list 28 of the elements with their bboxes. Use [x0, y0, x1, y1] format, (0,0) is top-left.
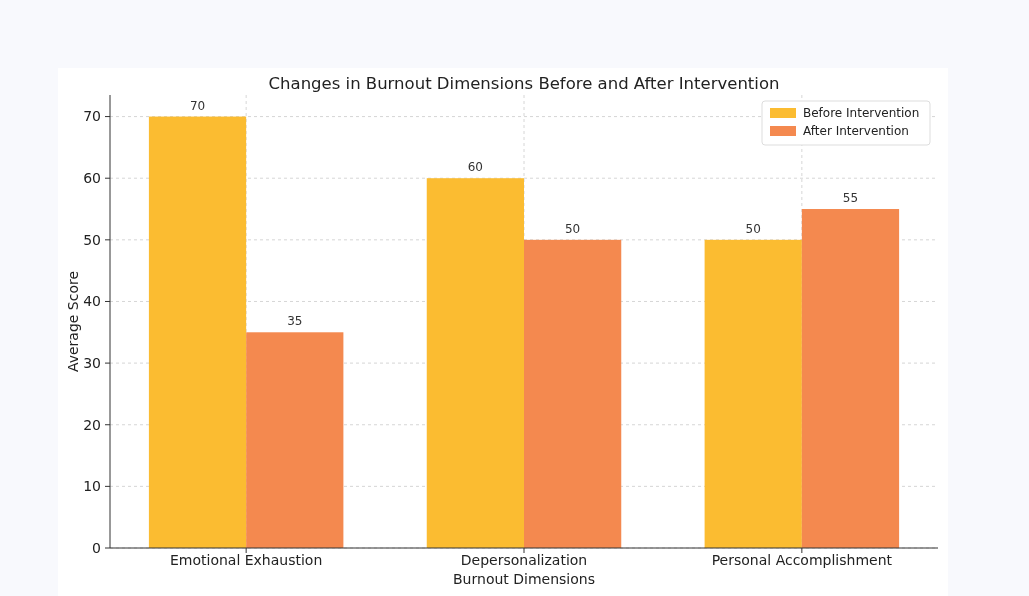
x-tick-label: Emotional Exhaustion [169, 552, 323, 568]
y-tick-label: 40 [83, 293, 101, 310]
legend-label: Before Intervention [803, 106, 920, 121]
x-tick-label: Personal Accomplishment [711, 552, 893, 568]
y-tick-label: 30 [83, 355, 101, 371]
y-tick-label: 60 [83, 170, 101, 187]
y-tick-label: 70 [83, 108, 101, 125]
data-label: 50 [564, 221, 581, 236]
data-label: 70 [189, 98, 206, 113]
bar [801, 209, 900, 548]
data-label: 60 [467, 160, 484, 175]
y-tick-label: 50 [83, 231, 101, 248]
bar [426, 178, 524, 548]
bar [246, 332, 344, 548]
y-axis-title: Average Score [65, 270, 81, 373]
y-tick-label: 0 [92, 539, 101, 556]
bar [704, 239, 802, 548]
chart-title: Changes in Burnout Dimensions Before and After Intervention [268, 74, 780, 93]
bar [524, 239, 622, 548]
data-label: 55 [842, 191, 859, 206]
bar [148, 116, 247, 548]
x-tick-label: Depersonalization [460, 552, 588, 568]
data-label: 35 [287, 314, 303, 329]
data-label: 50 [745, 221, 761, 236]
y-tick-label: 10 [83, 478, 101, 495]
y-tick-label: 20 [83, 416, 101, 433]
legend-label: After Intervention [803, 124, 909, 139]
x-axis-title: Burnout Dimensions [453, 571, 595, 587]
